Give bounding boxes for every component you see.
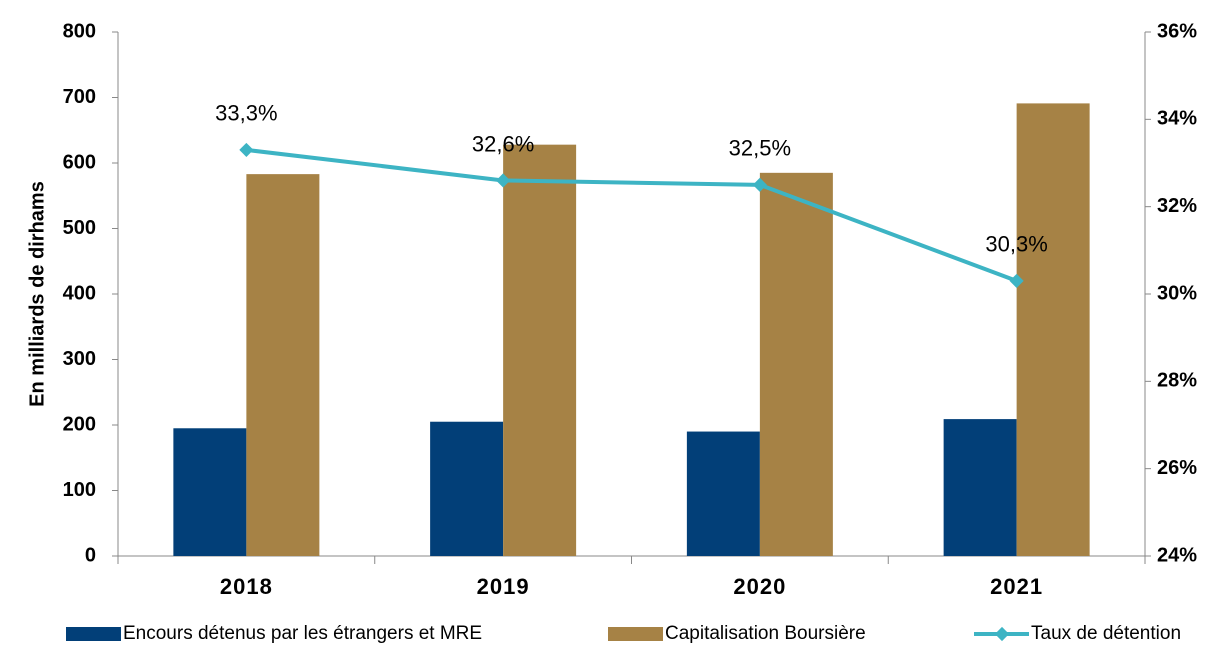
y-tick-label: 700	[63, 86, 96, 108]
bar	[503, 144, 577, 556]
y-tick-label: 600	[63, 151, 96, 173]
data-label: 32,6%	[472, 131, 534, 156]
line-marker	[1009, 273, 1024, 288]
y-tick-label: 300	[63, 348, 96, 370]
bar	[943, 419, 1017, 556]
x-tick-label: 2018	[220, 574, 273, 599]
x-tick-label: 2021	[990, 574, 1043, 599]
legend-swatch	[608, 627, 663, 641]
bar	[686, 431, 760, 556]
data-label: 30,3%	[985, 232, 1047, 257]
y-tick-label: 400	[63, 282, 96, 304]
data-label: 33,3%	[215, 101, 277, 126]
legend-label: Taux de détention	[1031, 623, 1181, 644]
y2-tick-label: 26%	[1157, 457, 1197, 479]
data-label: 32,5%	[729, 136, 791, 161]
y2-tick-label: 24%	[1157, 544, 1197, 566]
bar	[759, 172, 833, 556]
y2-tick-label: 28%	[1157, 370, 1197, 392]
legend-label: Encours détenus par les étrangers et MRE	[123, 623, 482, 644]
legend-label: Capitalisation Boursière	[665, 623, 866, 644]
line-marker	[239, 142, 254, 157]
bar	[1016, 103, 1090, 557]
legend-swatch	[994, 626, 1010, 642]
y-tick-label: 100	[63, 479, 96, 501]
y2-tick-label: 30%	[1157, 282, 1197, 304]
line-marker	[496, 173, 511, 188]
y-tick-label: 800	[63, 20, 96, 42]
y-tick-label: 0	[85, 544, 96, 566]
bar	[430, 421, 504, 556]
y2-tick-label: 34%	[1157, 108, 1197, 130]
bar	[246, 174, 320, 556]
y-axis-label: En milliards de dirhams	[26, 181, 48, 407]
y-tick-label: 500	[63, 217, 96, 239]
x-tick-label: 2019	[477, 574, 530, 599]
x-tick-label: 2020	[733, 574, 786, 599]
y-tick-label: 200	[63, 413, 96, 435]
line-marker	[752, 177, 767, 192]
legend-swatch	[66, 627, 121, 641]
y2-tick-label: 36%	[1157, 20, 1197, 42]
line	[246, 147, 1018, 283]
bar	[173, 428, 247, 556]
y2-tick-label: 32%	[1157, 195, 1197, 217]
